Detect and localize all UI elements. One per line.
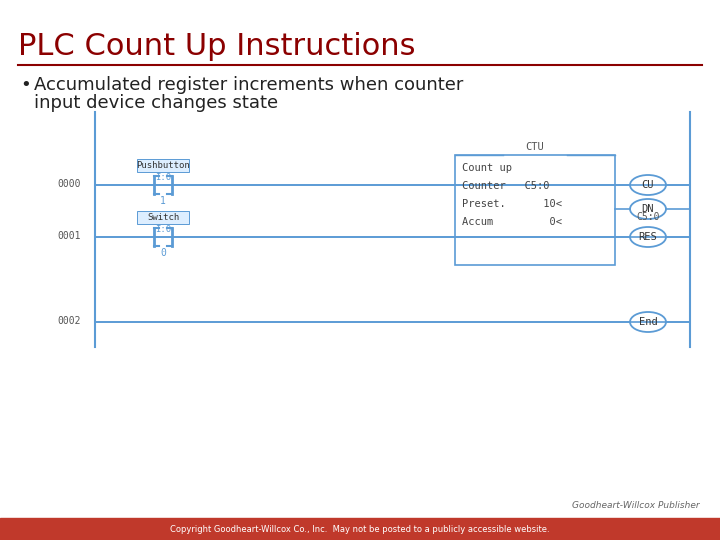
Text: CU: CU bbox=[642, 180, 654, 190]
Text: 0000: 0000 bbox=[57, 179, 81, 189]
Text: CTU: CTU bbox=[526, 142, 544, 152]
Text: input device changes state: input device changes state bbox=[34, 94, 278, 112]
FancyBboxPatch shape bbox=[455, 155, 615, 265]
Text: Accumulated register increments when counter: Accumulated register increments when cou… bbox=[34, 76, 464, 94]
Text: 0002: 0002 bbox=[57, 316, 81, 326]
Text: Copyright Goodheart-Willcox Co., Inc.  May not be posted to a publicly accessibl: Copyright Goodheart-Willcox Co., Inc. Ma… bbox=[170, 524, 550, 534]
Text: •: • bbox=[20, 76, 31, 94]
Text: Counter   C5:0: Counter C5:0 bbox=[462, 181, 549, 191]
Text: 0001: 0001 bbox=[57, 231, 81, 241]
FancyBboxPatch shape bbox=[137, 159, 189, 172]
Text: Count up: Count up bbox=[462, 163, 512, 173]
Text: Goodheart-Willcox Publisher: Goodheart-Willcox Publisher bbox=[572, 501, 700, 510]
Text: I:0: I:0 bbox=[155, 173, 171, 182]
Text: Pushbutton: Pushbutton bbox=[136, 161, 190, 170]
Bar bbox=[0, 518, 720, 540]
Text: Preset.      10<: Preset. 10< bbox=[462, 199, 562, 209]
Text: PLC Count Up Instructions: PLC Count Up Instructions bbox=[18, 32, 415, 61]
Text: 0: 0 bbox=[160, 248, 166, 258]
Text: RES: RES bbox=[639, 232, 657, 242]
Text: 1: 1 bbox=[160, 196, 166, 206]
Text: Accum         0<: Accum 0< bbox=[462, 217, 562, 227]
FancyBboxPatch shape bbox=[137, 211, 189, 224]
Text: DN: DN bbox=[642, 204, 654, 214]
Text: C5:0: C5:0 bbox=[636, 212, 660, 222]
Text: I:0: I:0 bbox=[155, 225, 171, 234]
Text: Switch: Switch bbox=[147, 213, 179, 222]
Text: End: End bbox=[639, 317, 657, 327]
